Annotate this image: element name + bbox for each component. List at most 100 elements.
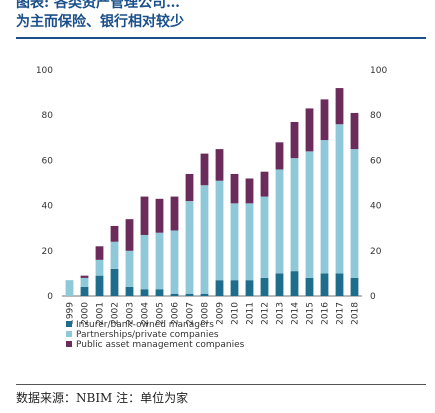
- bar-segment: [230, 173, 239, 204]
- bar-segment: [245, 203, 254, 281]
- bar-segment: [275, 169, 284, 274]
- title-bar: 图表: 各类资产管理公司… 为主而保险、银行相对较少: [0, 0, 435, 40]
- bar-segment: [320, 273, 329, 296]
- bar-segment: [140, 289, 149, 296]
- bar-segment: [260, 171, 269, 197]
- bar-segment: [170, 293, 179, 296]
- source-rule: [16, 384, 426, 385]
- y-tick-label-right: 0: [370, 292, 376, 302]
- legend-swatch: [66, 331, 72, 337]
- source-note: 数据来源：NBIM 注：单位为家: [16, 391, 189, 405]
- x-tick-label: 2006: [171, 302, 181, 325]
- x-tick-label: 2016: [321, 302, 331, 325]
- x-tick-label: 2018: [351, 302, 361, 325]
- legend-label: Partnerships/private companies: [76, 330, 219, 340]
- x-tick-label: 2005: [156, 302, 166, 325]
- y-tick-label-right: 80: [370, 111, 382, 121]
- bar-segment: [290, 121, 299, 159]
- bar-segment: [125, 286, 134, 296]
- bar-segment: [185, 173, 194, 202]
- bar-segment: [200, 153, 209, 186]
- y-tick-label-left: 80: [42, 111, 54, 121]
- bar-segment: [155, 232, 164, 290]
- bar-segment: [185, 293, 194, 296]
- bar-segment: [230, 203, 239, 281]
- bar-segment: [215, 280, 224, 296]
- bar-segment: [275, 273, 284, 296]
- bar-segment: [350, 112, 359, 150]
- bar-segment: [200, 293, 209, 296]
- bar-segment: [260, 277, 269, 296]
- x-tick-label: 2003: [126, 302, 136, 325]
- bar-segment: [80, 277, 89, 287]
- bar-segment: [95, 246, 104, 260]
- bar-segment: [335, 273, 344, 296]
- bar-segment: [185, 201, 194, 294]
- legend-label: Public asset management companies: [76, 340, 245, 350]
- bar-segment: [350, 149, 359, 278]
- legend-swatch: [66, 321, 72, 327]
- stacked-bar-chart: 0 0 20 20 40 40 60 60 80 80 100 100 1999 2000 2001 2002…: [36, 66, 388, 350]
- bar-segment: [275, 142, 284, 170]
- bar-segment: [170, 196, 179, 231]
- bar-segment: [140, 196, 149, 235]
- y-tick-label-right: 60: [370, 156, 382, 166]
- x-tick-label: 2002: [111, 302, 121, 325]
- y-tick-label-left: 100: [36, 66, 53, 76]
- y-tick-label-right: 40: [370, 202, 382, 212]
- bar-segment: [260, 196, 269, 278]
- x-tick-label: 2013: [276, 302, 286, 325]
- bar-segment: [110, 225, 119, 242]
- bar-segment: [305, 108, 314, 152]
- legend-swatch: [66, 341, 72, 347]
- bar-segment: [245, 178, 254, 204]
- bar-segment: [95, 275, 104, 296]
- bar-segment: [320, 140, 329, 274]
- bar-segment: [215, 149, 224, 181]
- y-tick-label-right: 20: [370, 247, 382, 257]
- x-tick-label: 2007: [186, 302, 196, 325]
- x-tick-label: 2008: [201, 302, 211, 325]
- bar-segment: [350, 277, 359, 296]
- bar-segment: [200, 185, 209, 294]
- bar-segment: [125, 219, 134, 251]
- x-tick-label: 2011: [246, 302, 256, 325]
- bar-segment: [80, 275, 89, 278]
- bar-segment: [125, 250, 134, 287]
- y-tick-label-left: 60: [42, 156, 54, 166]
- chart-title-line-1: 图表: 各类资产管理公司…: [16, 0, 181, 11]
- bar-segment: [80, 286, 89, 296]
- bar-segment: [110, 241, 119, 269]
- x-tick-label: 2004: [141, 302, 151, 325]
- bar-segment: [290, 158, 299, 272]
- x-tick-label: 2012: [261, 302, 271, 325]
- title-rule: [16, 37, 426, 39]
- bar-segment: [245, 280, 254, 296]
- x-tick-label: 2015: [306, 302, 316, 325]
- x-tick-label: 2017: [336, 302, 346, 325]
- x-tick-label: 2014: [291, 302, 301, 325]
- x-tick-label: 2001: [96, 302, 106, 325]
- bar-segment: [155, 289, 164, 296]
- y-tick-label-left: 0: [47, 292, 53, 302]
- bar-segment: [65, 280, 74, 296]
- x-tick-label: 2010: [231, 302, 241, 325]
- x-tick-label: 2009: [216, 302, 226, 325]
- bar-segment: [305, 277, 314, 296]
- bar-segment: [215, 180, 224, 281]
- bar-segment: [155, 198, 164, 233]
- bar-segment: [140, 234, 149, 290]
- bar-segment: [335, 124, 344, 274]
- chart-title-line-2: 为主而保险、银行相对较少: [16, 14, 184, 30]
- bar-segment: [305, 151, 314, 278]
- bar-segment: [335, 88, 344, 125]
- y-tick-label-left: 20: [42, 247, 54, 257]
- bar-segment: [95, 259, 104, 276]
- bar-segment: [170, 230, 179, 294]
- y-tick-label-left: 40: [42, 202, 54, 212]
- x-tick-label: 1999: [66, 302, 76, 325]
- bar-segment: [320, 99, 329, 141]
- legend-label: Insurer/bank-owned managers: [76, 320, 214, 330]
- y-tick-label-right: 100: [370, 66, 387, 76]
- bar-segment: [290, 271, 299, 296]
